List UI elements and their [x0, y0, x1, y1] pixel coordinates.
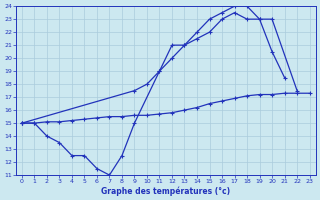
- X-axis label: Graphe des températures (°c): Graphe des températures (°c): [101, 186, 230, 196]
